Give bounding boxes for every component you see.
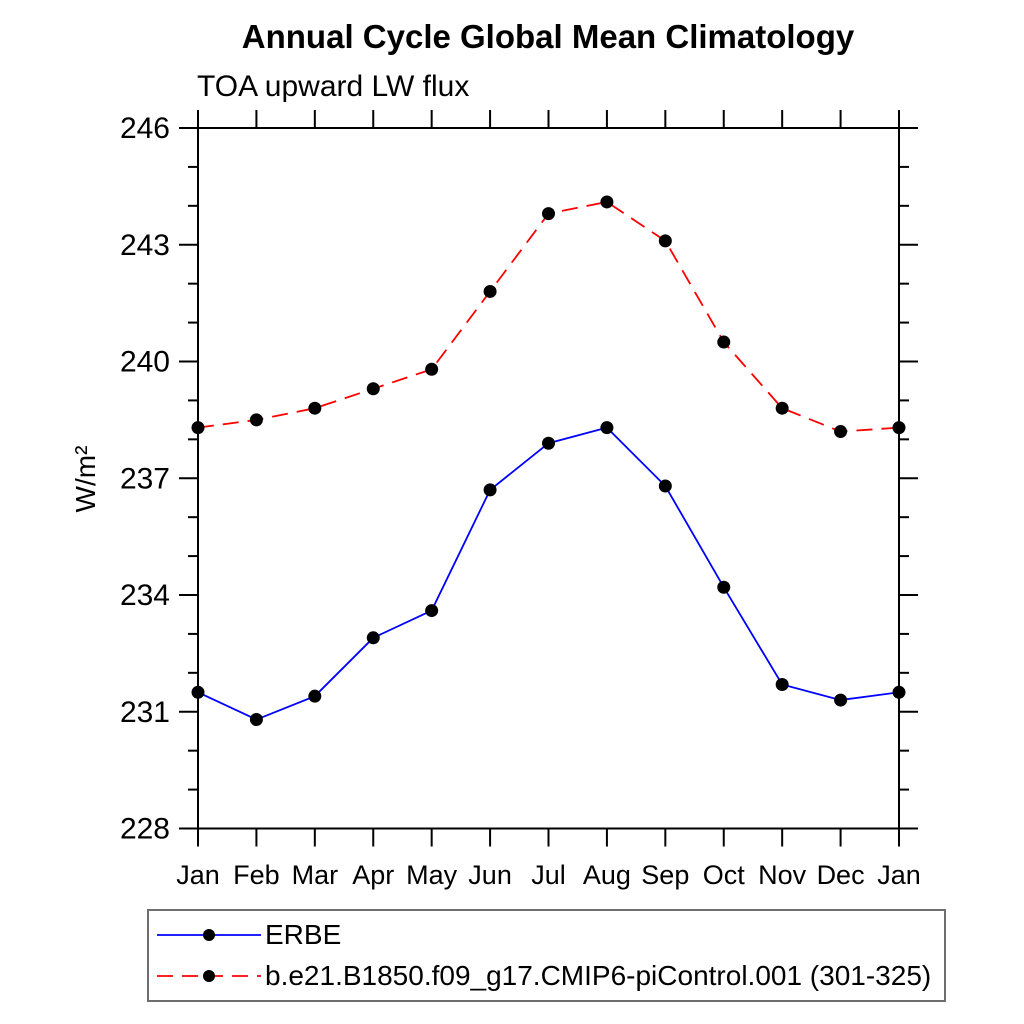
svg-text:243: 243 [120, 229, 170, 262]
legend: ERBE b.e21.B1850.f09_g17.CMIP6-piControl… [147, 909, 946, 1002]
svg-text:246: 246 [120, 112, 170, 145]
svg-text:Jan: Jan [176, 860, 220, 890]
erbe-line-sample [157, 929, 261, 941]
svg-text:234: 234 [120, 579, 170, 612]
svg-text:Dec: Dec [817, 860, 865, 890]
svg-text:237: 237 [120, 462, 170, 495]
legend-label-erbe: ERBE [265, 919, 342, 950]
svg-text:228: 228 [120, 813, 170, 846]
svg-text:231: 231 [120, 696, 170, 729]
svg-text:Jun: Jun [468, 860, 512, 890]
svg-text:240: 240 [120, 346, 170, 379]
svg-text:Jan: Jan [877, 860, 921, 890]
svg-text:Apr: Apr [352, 860, 394, 890]
svg-text:May: May [406, 860, 458, 890]
legend-item-erbe: ERBE [155, 915, 944, 956]
svg-text:Oct: Oct [703, 860, 746, 890]
svg-text:Sep: Sep [641, 860, 689, 890]
picontrol-line-sample [157, 970, 261, 982]
legend-label-picontrol: b.e21.B1850.f09_g17.CMIP6-piControl.001 … [265, 960, 932, 991]
svg-text:Nov: Nov [758, 860, 807, 890]
chart-subtitle: TOA upward LW flux [197, 70, 470, 103]
legend-item-picontrol: b.e21.B1850.f09_g17.CMIP6-piControl.001 … [155, 956, 944, 997]
chart-title: Annual Cycle Global Mean Climatology [241, 18, 855, 55]
svg-text:Mar: Mar [292, 860, 339, 890]
svg-text:Aug: Aug [583, 860, 631, 890]
svg-text:Jul: Jul [531, 860, 566, 890]
svg-text:Feb: Feb [233, 860, 280, 890]
